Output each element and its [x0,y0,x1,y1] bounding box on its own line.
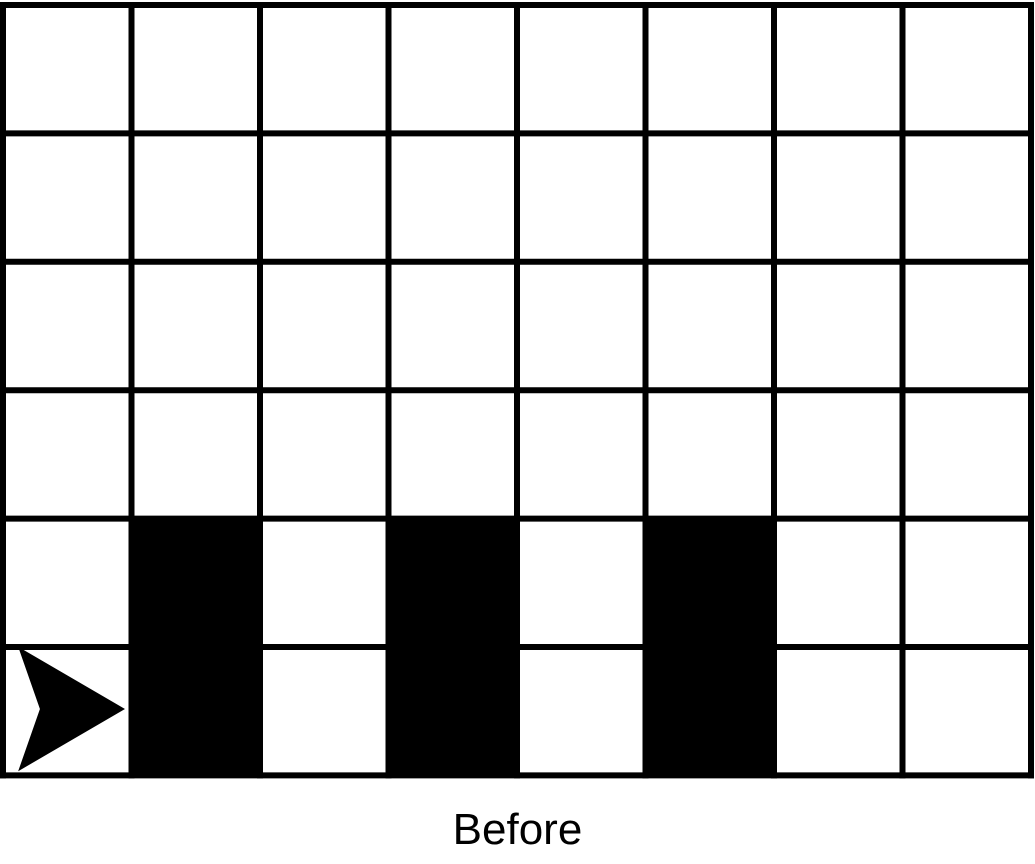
grid-cell [902,518,1031,647]
grid-diagram [0,2,1034,779]
grid-cell [774,647,903,776]
grid-cell [774,133,903,262]
grid-cell [902,133,1031,262]
grid-cell [3,133,132,262]
grid-cell [131,261,260,391]
grid-cell-filled [388,647,517,776]
grid-cell [902,5,1031,134]
grid-cell [260,261,389,391]
grid-cell [260,390,389,519]
grid-cell [3,261,132,391]
grid-cell [902,261,1031,391]
grid-cell-filled [131,647,260,776]
grid-cell [645,5,774,134]
grid-cell [388,261,517,391]
grid-cell [902,390,1031,519]
grid-cell [517,390,646,519]
grid-cell [902,647,1031,776]
grid-cell [260,133,389,262]
grid-cell-filled [645,518,774,647]
grid-cell [517,133,646,262]
grid-cell-filled [388,518,517,647]
grid-cell [517,647,646,776]
grid-cell [774,518,903,647]
grid-cell [517,518,646,647]
grid-cell [260,518,389,647]
grid-cell [3,390,132,519]
grid-cell [260,5,389,134]
grid-cell [645,390,774,519]
grid-cell [645,261,774,391]
grid-cell [3,518,132,647]
grid-cell-filled [131,518,260,647]
grid-cell [388,133,517,262]
grid-cell [774,390,903,519]
arrowhead-icon [18,646,125,772]
grid-cell [388,390,517,519]
grid-cell [774,5,903,134]
grid-cell [517,5,646,134]
grid-cell [774,261,903,391]
grid-cell [131,390,260,519]
grid-cell [131,133,260,262]
grid-cell-filled [645,647,774,776]
grid-cell [388,5,517,134]
grid-cell [131,5,260,134]
grid-cell [645,133,774,262]
caption: Before [452,805,583,854]
grid-cell [517,261,646,391]
grid-cell [260,647,389,776]
grid-cell [3,5,132,134]
